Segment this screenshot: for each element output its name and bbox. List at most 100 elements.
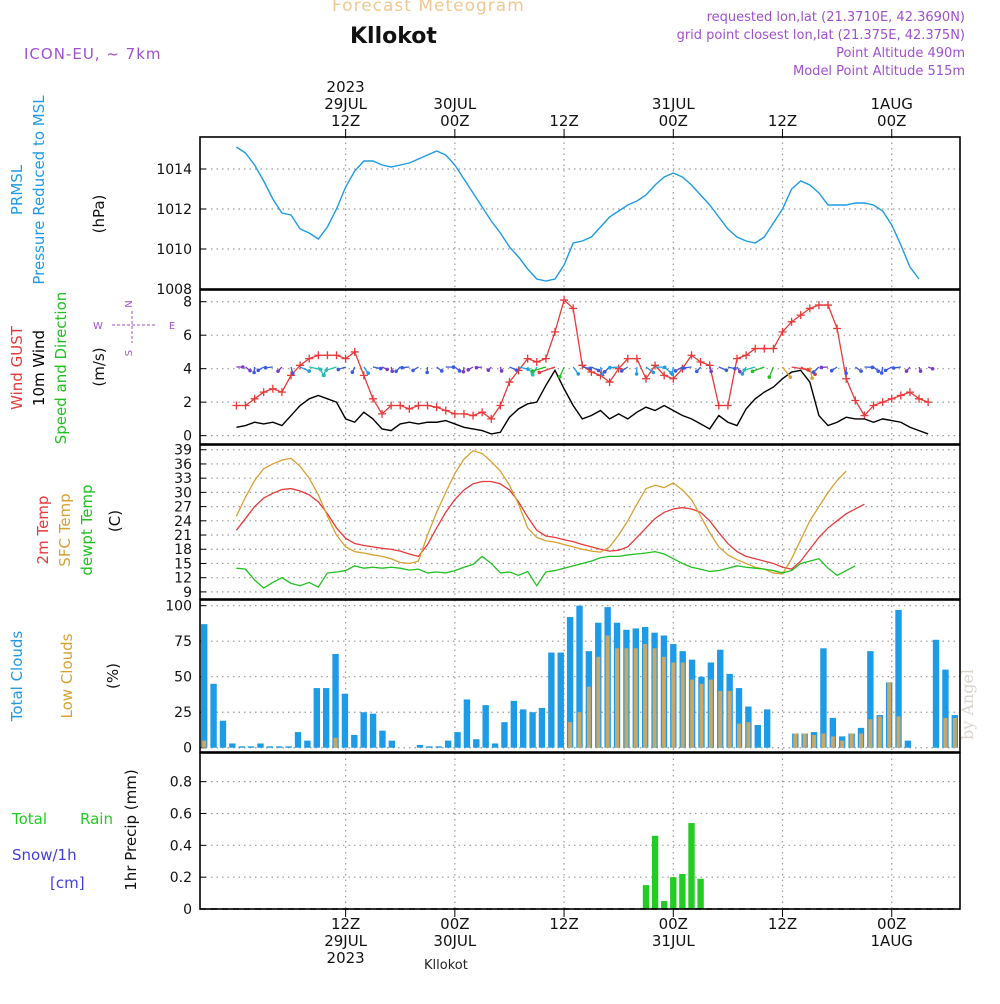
time-label-bottom: 30JUL — [433, 932, 476, 950]
low-cloud-bar — [643, 644, 647, 748]
total-cloud-bar — [820, 648, 826, 747]
wind-arrow-head — [725, 368, 729, 372]
time-label-top: 2023 — [327, 78, 365, 96]
total-cloud-bar — [370, 714, 376, 748]
low-cloud-bar — [671, 663, 675, 748]
wind-arrow-head — [256, 369, 260, 373]
wind-axis-label: Speed and Direction — [52, 292, 70, 445]
wind-arrow-head — [531, 369, 535, 373]
total-cloud-bar — [220, 721, 226, 748]
low-cloud-bar — [568, 722, 572, 748]
wind-arrow-head — [682, 366, 686, 370]
time-label-top: 00Z — [659, 112, 688, 130]
compass-east: E — [169, 321, 175, 332]
rain-bar — [688, 823, 694, 909]
gust-point — [833, 325, 841, 333]
wind-arrow-head — [462, 370, 466, 374]
low-cloud-bar — [831, 736, 835, 747]
clouds-tick-label: 0 — [183, 741, 192, 757]
compass-west: W — [93, 321, 103, 332]
precip-legend-label: Rain — [80, 810, 113, 828]
temp-tick-label: 36 — [174, 457, 192, 473]
wind-arrow-head — [538, 371, 542, 375]
total-cloud-bar — [342, 694, 348, 748]
total-cloud-bar — [445, 741, 451, 748]
rain-bar — [643, 885, 649, 909]
precip-tick-label: 0.2 — [170, 870, 192, 886]
rain-bar — [697, 879, 703, 909]
low-cloud-bar — [596, 657, 600, 748]
wind-arrow-head — [466, 368, 470, 372]
total-cloud-bar — [529, 712, 535, 748]
gust-point — [715, 402, 723, 410]
gust-point — [433, 403, 441, 411]
wind-arrow-head — [475, 366, 479, 370]
wind-arrow-head — [674, 369, 678, 373]
low-cloud-bar — [709, 680, 713, 748]
precip-unit: 1hr Precip (mm) — [122, 769, 140, 890]
wind-arrow-head — [751, 370, 755, 374]
wind-arrow-head — [576, 372, 580, 376]
low-cloud-bar — [718, 691, 722, 748]
gust-point — [424, 402, 432, 410]
gust-point — [642, 375, 650, 383]
clouds-axis-label: Total Clouds — [8, 631, 26, 723]
pressure-axis-label: PRMSL — [8, 164, 26, 215]
total-cloud-bar — [417, 745, 423, 748]
total-cloud-bar — [501, 722, 507, 748]
wind-arrow-head — [919, 369, 923, 373]
wind-arrow-head — [241, 365, 245, 369]
wind-arrow-head — [620, 369, 624, 373]
compass-south: S — [124, 350, 135, 356]
wind-arrow-head — [603, 370, 607, 374]
wind-tick-label: 2 — [183, 395, 192, 411]
low-cloud-bar — [821, 734, 825, 748]
wind-arrow-head — [452, 365, 456, 369]
wind-arrow-head — [394, 369, 398, 373]
gust-point — [369, 395, 377, 403]
total-cloud-bar — [933, 640, 939, 748]
temp-tick-label: 33 — [174, 471, 192, 487]
gust-point — [314, 351, 322, 359]
low-cloud-bar — [878, 716, 882, 747]
dewpt-line — [236, 552, 855, 588]
watermark: by Angel — [958, 669, 977, 740]
pressure-panel-frame — [200, 137, 960, 289]
gust-point — [278, 388, 286, 396]
wind-arrow-head — [741, 372, 745, 376]
low-cloud-bar — [897, 716, 901, 747]
wind-arrow-head — [742, 368, 746, 372]
time-label-bottom: 12Z — [331, 915, 360, 933]
time-label-top: 30JUL — [433, 95, 476, 113]
temp-axis-label: dewpt Temp — [78, 484, 96, 575]
total-cloud-bar — [482, 705, 488, 748]
low-cloud-bar — [653, 648, 657, 747]
wind-arrow-head — [366, 371, 370, 375]
wind-arrow-head — [830, 369, 834, 373]
point-altitude: Point Altitude 490m — [836, 46, 965, 61]
wind-tick-label: 6 — [183, 328, 192, 344]
gust-point — [405, 405, 413, 413]
rain-bar — [679, 874, 685, 909]
gust-point — [460, 410, 468, 418]
rain-bar — [670, 877, 676, 909]
low-cloud-bar — [606, 636, 610, 748]
wind-arrow-head — [531, 373, 535, 377]
wind-arrow-head — [905, 369, 909, 373]
low-cloud-bar — [953, 718, 957, 748]
gust-point — [533, 358, 541, 366]
wind-arrow-head — [425, 371, 429, 375]
low-cloud-bar — [728, 691, 732, 748]
total-cloud-bar — [314, 688, 320, 748]
temp2m-line — [236, 481, 864, 569]
total-cloud-bar — [276, 746, 282, 747]
wind-arrow-head — [876, 369, 880, 373]
gust-point — [824, 301, 832, 309]
temp-tick-label: 30 — [174, 485, 192, 501]
precip-tick-label: 0.8 — [170, 775, 192, 791]
wind-arrow-head — [810, 376, 814, 380]
total-cloud-bar — [361, 712, 367, 748]
wind-arrow-head — [597, 369, 601, 373]
precip-panel-frame — [200, 753, 960, 909]
total-cloud-bar — [285, 746, 291, 747]
